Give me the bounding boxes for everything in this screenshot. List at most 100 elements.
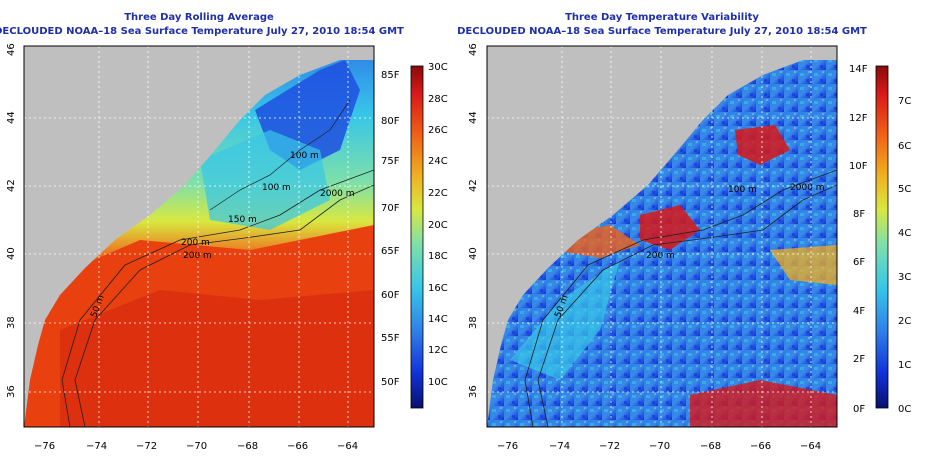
cool-shelf-region: [200, 130, 330, 230]
lat-tick-label: 40: [468, 247, 479, 260]
colorbar-f-label: 6F: [853, 257, 865, 268]
lat-tick-label: 40: [6, 247, 17, 260]
lat-tick-label: 46: [468, 43, 479, 56]
colorbar-f-label: 8F: [853, 209, 865, 220]
contour-label: 100 m: [728, 185, 757, 195]
depth-contour: [524, 169, 837, 427]
lon-tick-label: −64: [337, 441, 358, 452]
colorbar-f-label: 60F: [381, 290, 400, 301]
colorbar-c-label: 26C: [428, 125, 448, 136]
colorbar-f-label: 10F: [849, 161, 868, 172]
contour-label: 2000 m: [790, 183, 825, 193]
longitude-axis: −76 −74 −72 −70 −68 −66 −64: [34, 441, 358, 452]
colorbar-f-label: 4F: [853, 306, 865, 317]
panel-title: Three Day Rolling Average: [124, 12, 274, 23]
colorbar-f-label: 55F: [381, 333, 400, 344]
hot-core-region: [60, 290, 374, 427]
panel-subtitle: DECLOUDED NOAA–18 Sea Surface Temperatur…: [457, 26, 867, 37]
lat-tick-label: 36: [6, 385, 17, 398]
panel-subtitle: DECLOUDED NOAA–18 Sea Surface Temperatur…: [0, 26, 404, 37]
longitude-axis: −76 −74 −72 −70 −68 −66 −64: [497, 441, 821, 452]
map-grid: [487, 46, 837, 427]
colorbar-c-label: 28C: [428, 94, 448, 105]
lon-tick-label: −74: [86, 441, 107, 452]
moderate-variability-region: [510, 260, 620, 380]
contour-label: 100 m: [290, 151, 319, 161]
colorbar-celsius: 7C 6C 5C 4C 3C 2C 1C 0C: [898, 96, 911, 415]
latitude-axis: 46 44 42 40 38 36: [468, 43, 479, 398]
lon-tick-label: −70: [649, 441, 670, 452]
colorbar-c-label: 2C: [898, 316, 911, 327]
colorbar-f-label: 75F: [381, 156, 400, 167]
colorbar-c-label: 10C: [428, 377, 448, 388]
colorbar-f-label: 12F: [849, 113, 868, 124]
contour-label: 100 m: [262, 183, 291, 193]
lon-tick-label: −76: [497, 441, 518, 452]
colorbar-c-label: 7C: [898, 96, 911, 107]
panel-title: Three Day Temperature Variability: [565, 12, 759, 23]
sst-colorbar: 85F 80F 75F 70F 65F 60F 55F 50F 30C 28C …: [381, 62, 448, 409]
colorbar-celsius: 30C 28C 26C 24C 22C 20C 18C 16C 14C 12C …: [428, 62, 448, 388]
lon-tick-label: −72: [136, 441, 157, 452]
lat-tick-label: 44: [6, 111, 17, 124]
high-variability-region: [690, 380, 837, 427]
lon-tick-label: −74: [549, 441, 570, 452]
lon-tick-label: −68: [237, 441, 258, 452]
lat-tick-label: 38: [6, 316, 17, 329]
contour-label: 200 m: [646, 251, 675, 261]
colorbar-gradient: [875, 65, 889, 409]
map-frame: [486, 45, 838, 428]
lon-tick-label: −66: [750, 441, 771, 452]
lat-tick-label: 46: [6, 43, 17, 56]
depth-contour: [61, 169, 374, 427]
colorbar-c-label: 30C: [428, 62, 448, 73]
latitude-axis: 46 44 42 40 38 36: [6, 43, 17, 398]
colorbar-c-label: 22C: [428, 188, 448, 199]
high-variability-region: [735, 125, 790, 165]
lon-tick-label: −76: [34, 441, 55, 452]
lon-tick-label: −72: [599, 441, 620, 452]
lat-tick-label: 36: [468, 385, 479, 398]
colorbar-f-label: 14F: [849, 64, 868, 75]
colorbar-c-label: 20C: [428, 220, 448, 231]
colorbar-c-label: 1C: [898, 360, 911, 371]
colorbar-f-label: 50F: [381, 377, 400, 388]
colorbar-f-label: 2F: [853, 354, 865, 365]
colorbar-f-label: 65F: [381, 246, 400, 257]
colorbar-c-label: 0C: [898, 404, 911, 415]
lon-tick-label: −66: [287, 441, 308, 452]
depth-contour: [209, 99, 351, 211]
lat-tick-label: 42: [6, 179, 17, 192]
colorbar-fahrenheit: 85F 80F 75F 70F 65F 60F 55F 50F: [381, 70, 400, 388]
colorbar-f-label: 80F: [381, 116, 400, 127]
map-frame: [23, 45, 375, 428]
lon-tick-label: −68: [700, 441, 721, 452]
sst-variability-panel: Three Day Temperature Variability DECLOU…: [457, 12, 911, 452]
lat-tick-label: 44: [468, 111, 479, 124]
colorbar-c-label: 16C: [428, 283, 448, 294]
contour-label: 200 m: [181, 238, 210, 248]
contour-label: 2000 m: [320, 189, 355, 199]
sst-map: 2000 m 200 m 100 m 100 m 150 m 200 m 50 …: [24, 46, 374, 427]
colorbar-c-label: 24C: [428, 156, 448, 167]
colorbar-fahrenheit: 14F 12F 10F 8F 6F 4F 2F 0F: [849, 64, 868, 415]
colorbar-c-label: 3C: [898, 272, 911, 283]
contour-label: 200 m: [183, 251, 212, 261]
lat-tick-label: 38: [468, 316, 479, 329]
colorbar-f-label: 85F: [381, 70, 400, 81]
contour-label: 150 m: [228, 215, 257, 225]
land-mass: [487, 46, 837, 427]
colorbar-f-label: 0F: [853, 404, 865, 415]
colorbar-f-label: 70F: [381, 203, 400, 214]
map-grid: [24, 46, 374, 427]
lon-tick-label: −64: [800, 441, 821, 452]
colorbar-c-label: 4C: [898, 228, 911, 239]
colorbar-gradient: [410, 65, 424, 409]
variability-map: 2000 m 200 m 100 m 50 m: [487, 46, 837, 427]
high-variability-region: [770, 245, 837, 285]
variability-colorbar: 14F 12F 10F 8F 6F 4F 2F 0F 7C 6C 5C 4C 3…: [849, 64, 911, 415]
colorbar-c-label: 14C: [428, 314, 448, 325]
colorbar-c-label: 6C: [898, 141, 911, 152]
land-mass: [24, 46, 374, 427]
